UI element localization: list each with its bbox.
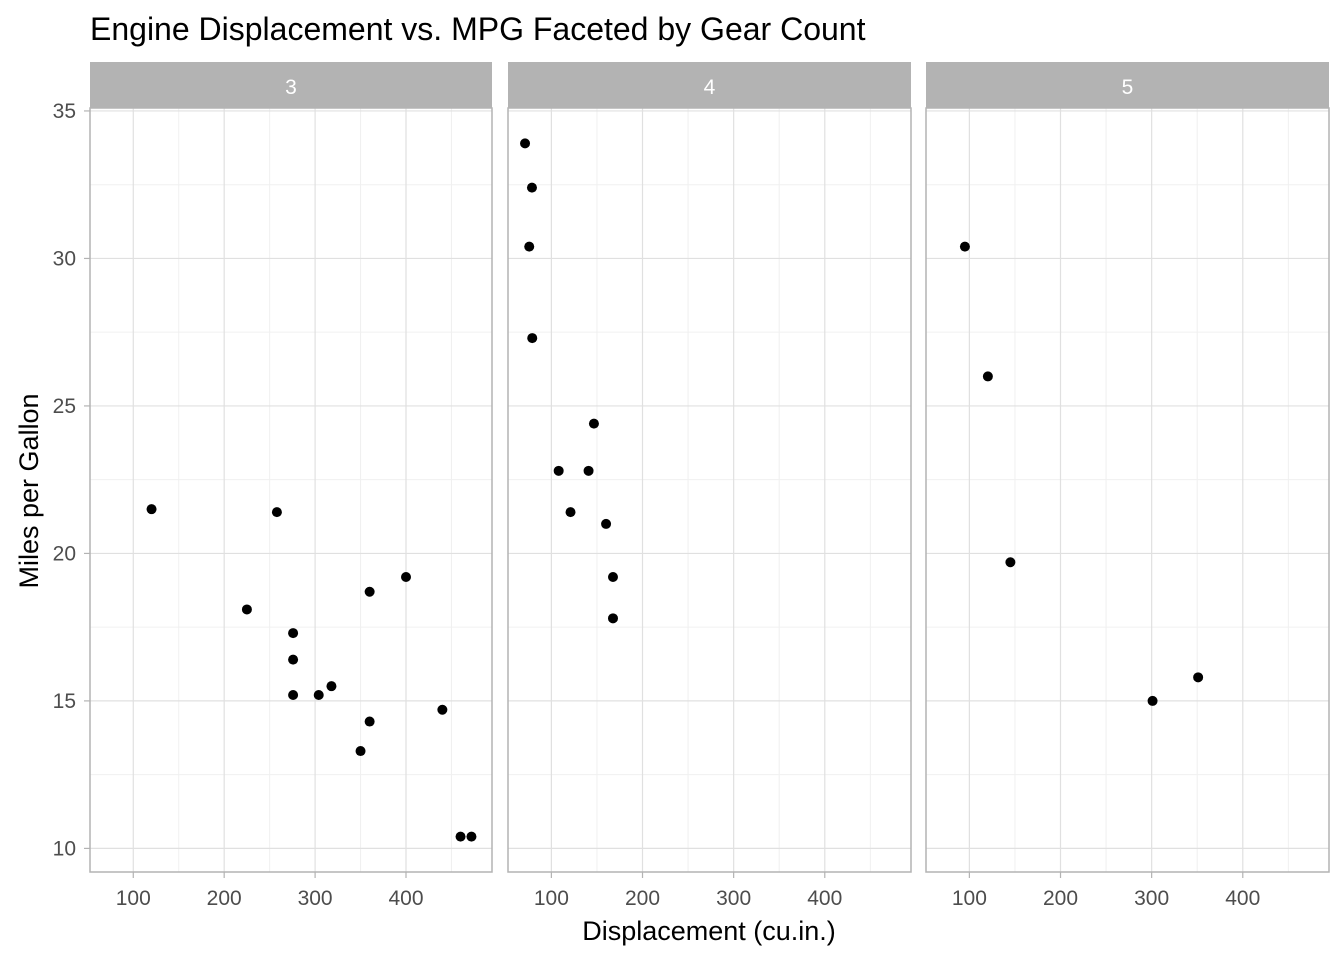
data-point xyxy=(364,586,375,597)
x-tick-label: 200 xyxy=(1043,887,1078,910)
facet-strip-label: 4 xyxy=(704,76,716,99)
y-tick-label: 20 xyxy=(53,542,76,565)
x-tick-label: 400 xyxy=(807,887,842,910)
x-axis-title: Displacement (cu.in.) xyxy=(582,916,836,946)
panel-background xyxy=(926,108,1329,872)
data-point xyxy=(1193,672,1204,683)
data-point xyxy=(326,681,337,692)
data-point xyxy=(553,465,564,476)
x-tick-label: 300 xyxy=(716,887,751,910)
x-tick-label: 400 xyxy=(388,887,423,910)
y-tick-label: 35 xyxy=(53,100,76,123)
data-point xyxy=(959,241,970,252)
x-tick-label: 200 xyxy=(207,887,242,910)
facet-panel-4: 4 100 200 300 400 xyxy=(507,62,912,910)
data-point xyxy=(601,518,612,529)
data-point xyxy=(527,333,538,344)
x-tick-label: 100 xyxy=(116,887,151,910)
facet-panels: 3 100 200 300 400 10 15 20 25 30 35 4 100 200 300 400 5 1… xyxy=(53,62,1330,910)
x-tick-label: 400 xyxy=(1225,887,1260,910)
panel-background xyxy=(90,108,492,872)
y-tick-label: 15 xyxy=(53,690,76,713)
data-point xyxy=(364,716,375,727)
facet-strip xyxy=(508,62,911,108)
facet-strip-label: 3 xyxy=(285,76,297,99)
facet-panel-3: 3 100 200 300 400 10 15 20 25 30 35 xyxy=(53,62,493,910)
data-point xyxy=(524,241,535,252)
data-point xyxy=(1147,695,1158,706)
panel-border xyxy=(89,107,493,873)
facet-strip xyxy=(90,62,492,108)
panel-border xyxy=(507,107,912,873)
y-tick-label: 30 xyxy=(53,247,76,270)
facet-panel-5: 5 100 200 300 400 xyxy=(925,62,1330,910)
data-point xyxy=(146,504,157,515)
data-point xyxy=(401,572,411,583)
data-point xyxy=(288,654,299,665)
x-tick-label: 300 xyxy=(1134,887,1169,910)
data-point xyxy=(526,182,537,193)
data-point xyxy=(241,604,252,615)
y-axis-title: Miles per Gallon xyxy=(14,393,44,588)
data-point xyxy=(520,138,531,149)
x-tick-label: 300 xyxy=(298,887,333,910)
panel-background xyxy=(508,108,911,872)
data-point xyxy=(313,690,324,701)
facet-strip xyxy=(926,62,1329,108)
data-point xyxy=(288,690,299,701)
data-point xyxy=(982,371,993,382)
data-point xyxy=(607,613,618,624)
data-point xyxy=(288,628,299,639)
data-point xyxy=(466,831,477,842)
data-point xyxy=(271,507,282,518)
y-tick-label: 25 xyxy=(53,395,76,418)
x-tick-label: 100 xyxy=(534,887,569,910)
data-point xyxy=(607,572,618,583)
data-point xyxy=(565,507,576,518)
x-tick-label: 200 xyxy=(625,887,660,910)
data-point xyxy=(437,704,448,715)
facet-strip-label: 5 xyxy=(1122,76,1134,99)
y-tick-label: 10 xyxy=(53,837,76,860)
data-point xyxy=(1005,557,1016,568)
data-point xyxy=(583,465,594,476)
data-point xyxy=(455,831,466,842)
data-point xyxy=(588,418,599,429)
x-tick-label: 100 xyxy=(952,887,987,910)
chart-title: Engine Displacement vs. MPG Faceted by G… xyxy=(90,11,866,47)
panel-border xyxy=(925,107,1330,873)
data-point xyxy=(355,746,366,757)
